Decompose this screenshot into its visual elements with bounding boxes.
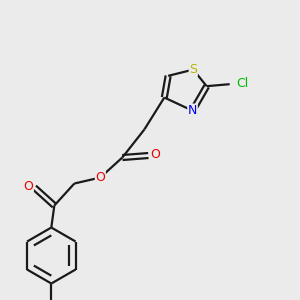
Text: N: N [188,104,197,117]
Text: S: S [189,63,197,76]
Text: O: O [150,148,160,161]
Text: O: O [95,171,105,184]
Text: O: O [23,180,33,193]
Text: Cl: Cl [236,77,249,90]
